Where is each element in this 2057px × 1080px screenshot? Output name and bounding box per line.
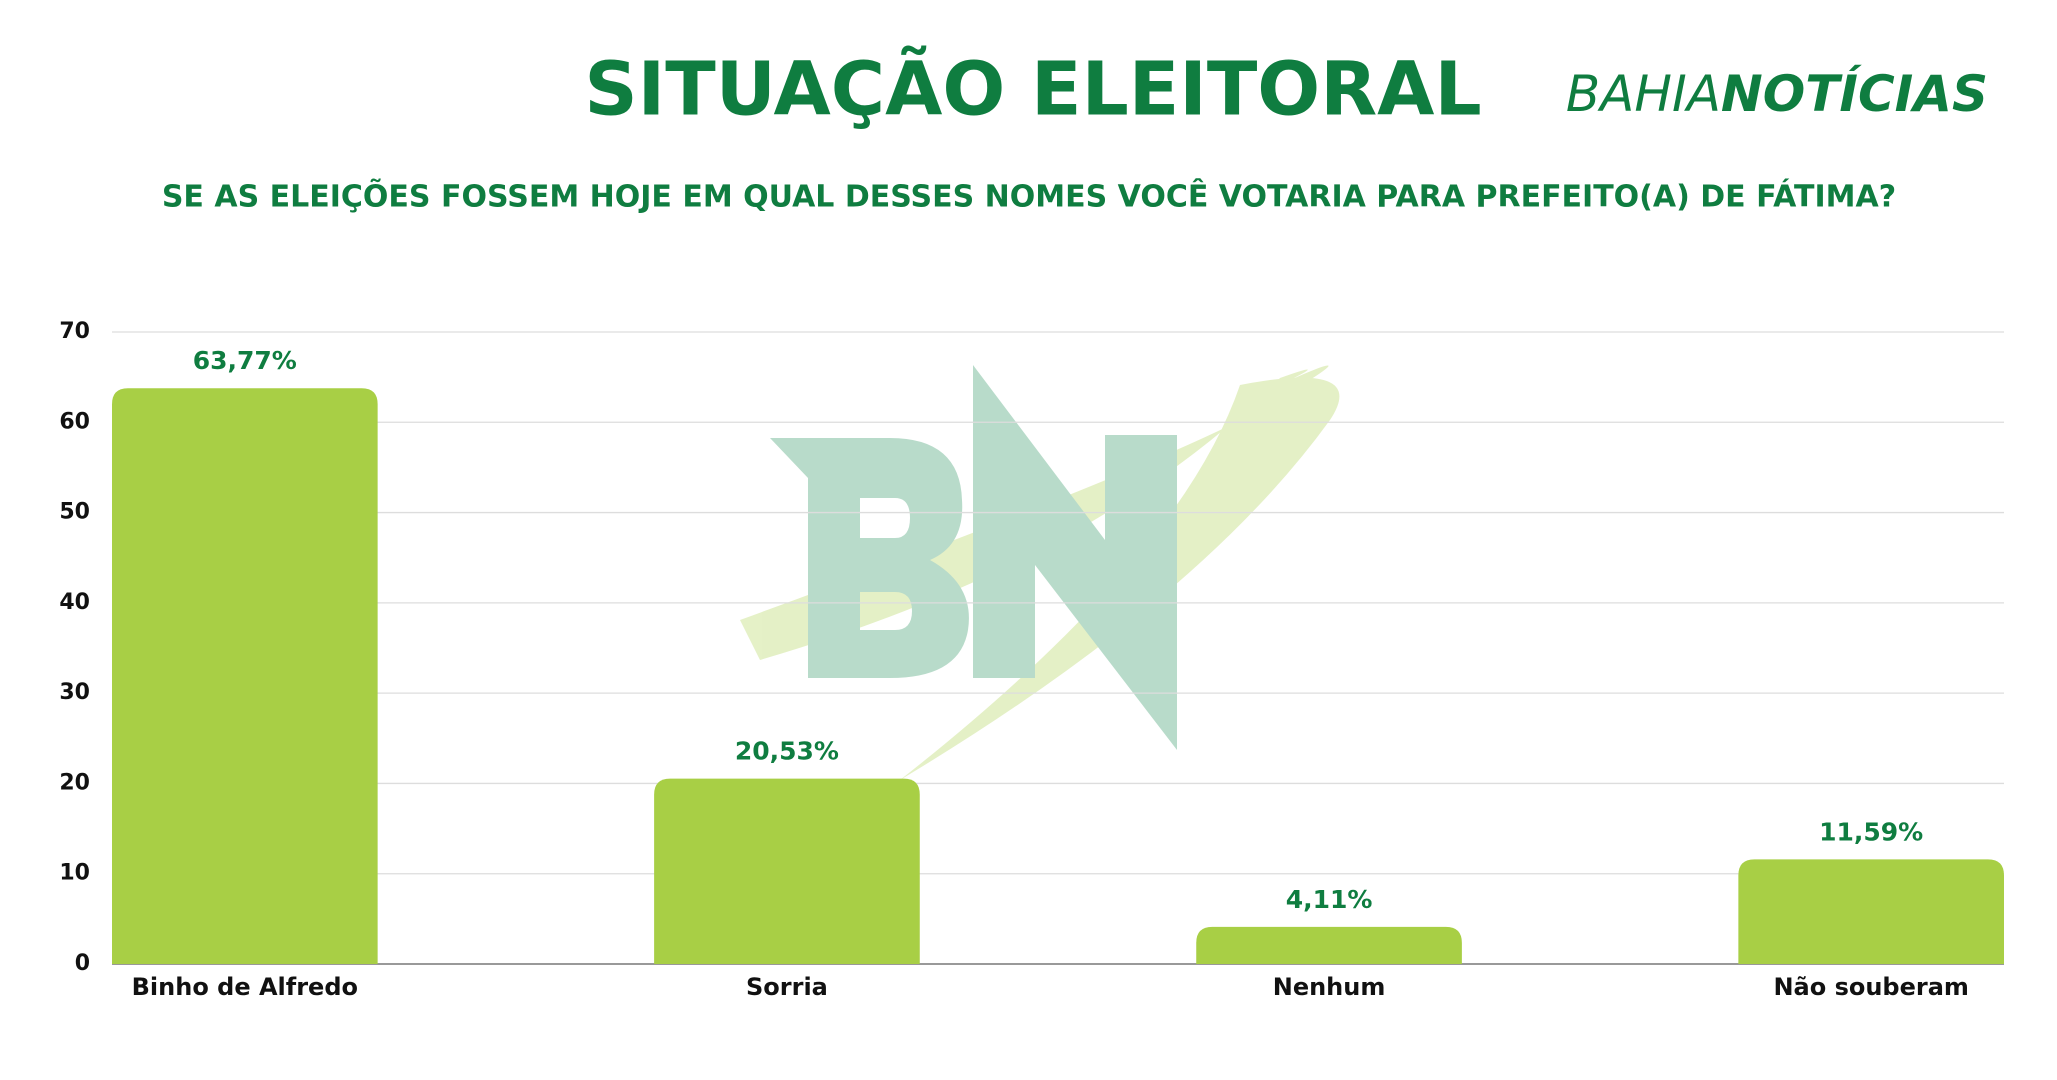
bar (654, 778, 920, 964)
watermark-b (770, 438, 969, 678)
y-tick-label: 10 (59, 861, 90, 886)
bar (112, 388, 378, 964)
bar (1738, 859, 2004, 964)
watermark (740, 365, 1340, 780)
chart-title: SITUAÇÃO ELEITORAL (584, 45, 1481, 133)
y-tick-label: 60 (59, 409, 90, 434)
x-tick-label: Binho de Alfredo (132, 973, 358, 1001)
x-tick-label: Nenhum (1273, 973, 1386, 1001)
brand-right: NOTÍCIAS (1721, 64, 1988, 123)
value-label: 11,59% (1819, 817, 1923, 846)
x-tick-label: Sorria (746, 973, 828, 1001)
value-label: 63,77% (193, 346, 297, 375)
watermark-swoosh (900, 377, 1340, 780)
value-label: 4,11% (1286, 885, 1373, 914)
value-label: 20,53% (735, 737, 839, 766)
y-tick-label: 0 (75, 951, 90, 976)
brand-logo: BAHIANOTÍCIAS (1566, 64, 1988, 123)
y-tick-label: 30 (59, 680, 90, 705)
x-tick-label: Não souberam (1773, 973, 1968, 1001)
y-tick-label: 40 (59, 590, 90, 615)
y-tick-label: 70 (59, 319, 90, 344)
plot-area: 0 10 20 30 40 50 60 70 63,77% Binho de Alfredo 20,… (59, 319, 2004, 1001)
y-tick-label: 20 (59, 770, 90, 795)
y-tick-label: 50 (59, 500, 90, 525)
watermark-n (973, 365, 1177, 750)
brand-left: BAHIA (1566, 65, 1721, 123)
bar (1196, 926, 1462, 964)
chart-subtitle: SE AS ELEIÇÕES FOSSEM HOJE EM QUAL DESSE… (162, 178, 1896, 215)
